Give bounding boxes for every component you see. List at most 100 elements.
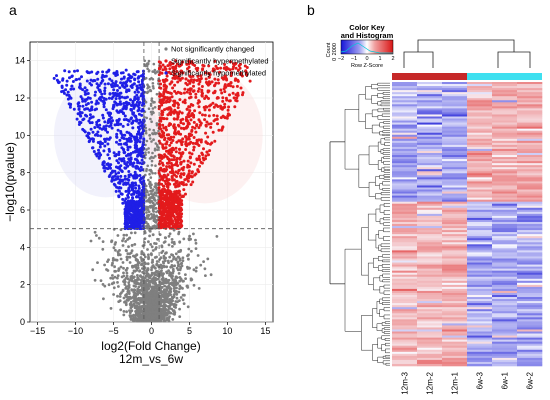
point-hypermethylated	[167, 217, 171, 221]
point-hypomethylated	[120, 133, 124, 137]
point-hypermethylated	[220, 107, 224, 111]
point-hypomethylated	[115, 119, 119, 123]
point-hypomethylated	[74, 78, 78, 82]
point-hypermethylated	[175, 209, 179, 213]
point-not-significant	[148, 283, 152, 287]
point-hypermethylated	[194, 130, 198, 134]
heatmap-cell	[517, 112, 543, 115]
heatmap-cell	[517, 94, 543, 97]
point-not-significant	[186, 305, 190, 309]
heatmap-cell	[517, 195, 543, 198]
point-not-significant	[121, 239, 124, 243]
point-not-significant	[168, 304, 171, 308]
point-hypermethylated	[164, 142, 168, 146]
point-not-significant	[151, 82, 155, 85]
point-hypermethylated	[187, 169, 191, 173]
heatmap-cell	[442, 219, 468, 223]
point-not-significant	[177, 290, 181, 294]
heatmap-cell	[517, 138, 543, 142]
point-hypermethylated	[188, 89, 192, 92]
point-not-significant	[146, 205, 150, 209]
heatmap-cell	[442, 90, 468, 93]
point-hypomethylated	[137, 106, 141, 110]
heatmap-cell	[467, 171, 493, 174]
point-not-significant	[155, 123, 159, 127]
heatmap-cell	[392, 197, 418, 200]
point-not-significant	[145, 200, 149, 203]
heatmap-cell	[392, 213, 418, 217]
point-hypomethylated	[128, 153, 132, 157]
point-not-significant	[155, 310, 159, 314]
point-not-significant	[153, 220, 157, 224]
point-hypomethylated	[137, 132, 141, 136]
heatmap-cell	[467, 199, 493, 202]
color-key-scale-tick: 1	[378, 56, 381, 62]
point-not-significant	[152, 301, 156, 305]
point-not-significant	[204, 274, 207, 277]
heatmap-cell	[417, 179, 443, 182]
point-not-significant	[151, 78, 155, 81]
point-hypermethylated	[173, 89, 177, 93]
point-hypomethylated	[114, 154, 118, 158]
point-not-significant	[181, 298, 185, 302]
point-hypermethylated	[176, 123, 180, 127]
point-not-significant	[138, 307, 142, 311]
point-not-significant	[133, 288, 137, 292]
point-hypomethylated	[106, 142, 110, 146]
point-hypomethylated	[79, 114, 83, 118]
heatmap-cell	[392, 207, 418, 211]
point-hypomethylated	[114, 189, 118, 193]
point-hypomethylated	[126, 208, 129, 212]
point-hypermethylated	[159, 82, 163, 86]
point-not-significant	[158, 233, 162, 237]
heatmap-cell	[392, 157, 418, 160]
point-not-significant	[143, 319, 147, 323]
point-not-significant	[144, 190, 148, 194]
heatmap-cell	[467, 159, 493, 162]
point-hypomethylated	[112, 105, 116, 108]
point-not-significant	[187, 257, 190, 261]
point-hypomethylated	[131, 196, 135, 200]
heatmap-cell	[492, 126, 518, 129]
point-not-significant	[154, 247, 158, 251]
point-hypermethylated	[173, 163, 177, 167]
point-hypermethylated	[161, 68, 165, 72]
point-not-significant	[180, 264, 184, 268]
point-not-significant	[192, 268, 196, 272]
heatmap-cell	[442, 150, 468, 154]
point-hypermethylated	[221, 96, 225, 100]
heatmap-cell	[492, 118, 518, 121]
point-hypermethylated	[188, 81, 192, 85]
point-hypermethylated	[160, 112, 164, 116]
point-hypermethylated	[170, 95, 174, 99]
point-not-significant	[168, 271, 172, 274]
heatmap-cell	[492, 157, 518, 160]
point-hypomethylated	[100, 79, 104, 83]
point-hypermethylated	[176, 131, 180, 135]
point-not-significant	[141, 267, 144, 270]
point-hypermethylated	[172, 135, 176, 139]
point-not-significant	[153, 273, 157, 277]
point-not-significant	[155, 210, 158, 214]
point-hypermethylated	[194, 172, 198, 176]
heatmap-cell	[517, 100, 543, 103]
point-not-significant	[111, 277, 115, 280]
point-hypomethylated	[131, 203, 135, 207]
point-not-significant	[173, 264, 177, 268]
y-tick-label: 2	[20, 280, 25, 290]
heatmap-cell	[392, 173, 418, 176]
point-hypomethylated	[103, 82, 107, 86]
point-hypermethylated	[178, 147, 182, 151]
heatmap-cell	[392, 98, 418, 101]
point-hypermethylated	[231, 85, 235, 89]
point-hypomethylated	[134, 183, 138, 187]
point-hypomethylated	[140, 92, 144, 96]
heatmap-cell	[417, 138, 443, 142]
heatmap-cell	[442, 181, 468, 184]
point-not-significant	[178, 268, 182, 272]
heatmap-cell	[392, 124, 418, 127]
point-not-significant	[172, 240, 176, 244]
point-not-significant	[170, 276, 174, 279]
point-not-significant	[169, 301, 173, 305]
